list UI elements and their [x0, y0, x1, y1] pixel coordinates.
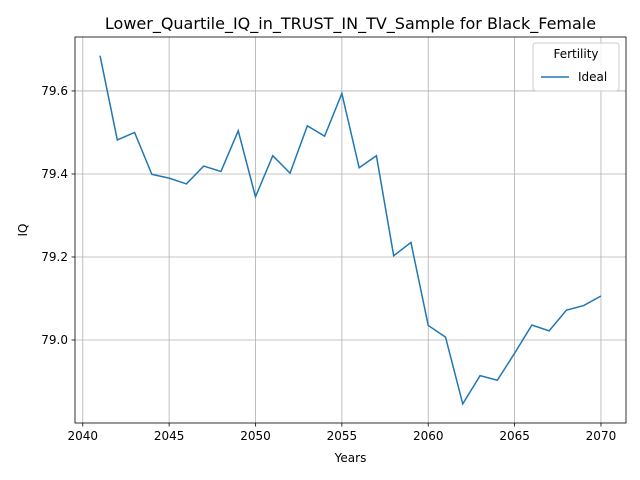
x-tick-label: 2060: [413, 429, 444, 443]
legend-title: Fertility: [553, 47, 598, 61]
y-tick-label: 79.4: [41, 167, 68, 181]
x-tick-label: 2070: [586, 429, 617, 443]
y-axis-ticks: 79.0 79.2 79.4 79.6: [41, 84, 75, 347]
legend: Fertility Ideal: [532, 42, 620, 92]
x-tick-label: 2055: [327, 429, 358, 443]
x-axis-ticks: 2040 2045 2050 2055 2060 2065 2070: [67, 423, 616, 443]
series-line-ideal: [99, 55, 602, 406]
x-axis-label: Years: [334, 451, 367, 465]
y-tick-label: 79.2: [41, 250, 68, 264]
legend-box: [532, 42, 620, 92]
chart-title: Lower_Quartile_IQ_in_TRUST_IN_TV_Sample …: [105, 14, 596, 34]
plot-frame: [74, 36, 627, 424]
x-tick-label: 2050: [240, 429, 271, 443]
y-tick-label: 79.6: [41, 84, 68, 98]
y-axis-label: IQ: [16, 224, 30, 237]
x-tick-label: 2045: [154, 429, 185, 443]
legend-label-ideal: Ideal: [578, 70, 607, 84]
y-tick-label: 79.0: [41, 333, 68, 347]
x-tick-label: 2040: [67, 429, 98, 443]
x-tick-label: 2065: [499, 429, 530, 443]
